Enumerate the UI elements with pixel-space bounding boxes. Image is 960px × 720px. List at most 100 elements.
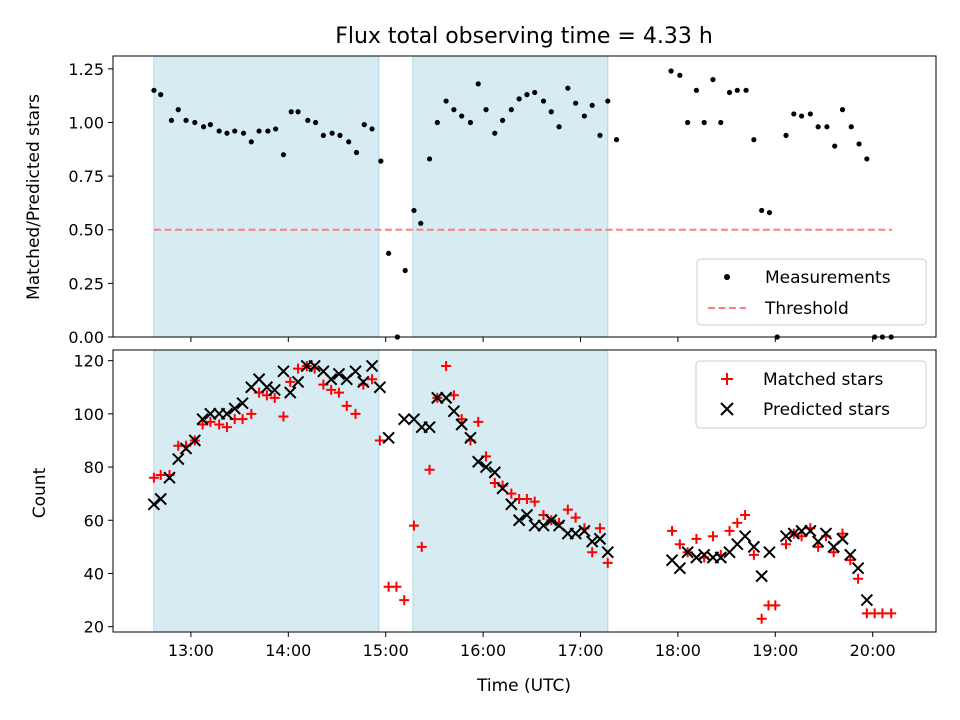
matched-point — [278, 411, 289, 422]
predicted-point — [398, 412, 411, 426]
predicted-point — [593, 532, 607, 546]
matched-point — [333, 387, 344, 398]
measurement-point — [693, 87, 700, 93]
matched-point — [562, 504, 573, 515]
predicted-point — [697, 548, 711, 562]
x-tick-label: 20:00 — [850, 641, 896, 660]
matched-point — [269, 392, 280, 403]
legend-matched-label: Matched stars — [763, 370, 883, 390]
x-tick-label: 17:00 — [557, 641, 603, 660]
measurement-point — [320, 132, 326, 138]
bottom-legend-frame — [695, 360, 927, 429]
predicted-point — [324, 373, 338, 386]
predicted-point — [787, 527, 801, 540]
x-tick-label: 18:00 — [655, 641, 701, 660]
matched-point — [424, 464, 435, 475]
measurement-point — [426, 156, 433, 162]
predicted-point — [373, 381, 387, 394]
matched-point — [221, 422, 232, 433]
predicted-point — [795, 524, 808, 538]
predicted-point — [528, 519, 541, 532]
matched-point — [587, 547, 598, 558]
predicted-point — [188, 434, 202, 447]
matched-point — [529, 496, 540, 507]
measurement-point — [766, 209, 773, 216]
matched-point — [886, 608, 897, 619]
measurement-point — [677, 72, 683, 78]
predicted-point — [439, 391, 453, 405]
measurement-point — [295, 109, 301, 115]
matched-point — [326, 384, 337, 395]
matched-point — [781, 539, 792, 550]
measurement-point — [668, 68, 674, 74]
predicted-point — [755, 569, 768, 583]
matched-point — [521, 493, 532, 504]
matched-point — [724, 525, 735, 536]
predicted-point — [512, 514, 526, 527]
measurement-point — [248, 139, 254, 145]
predicted-point — [601, 545, 614, 559]
predicted-point — [308, 359, 321, 373]
predicted-point — [236, 397, 249, 410]
predicted-point — [268, 383, 281, 397]
measurement-point — [743, 87, 749, 93]
matched-point — [197, 419, 208, 430]
measurement-point — [701, 119, 707, 126]
measurement-point — [685, 119, 691, 126]
predicted-point — [585, 535, 599, 548]
matched-point — [748, 549, 759, 560]
measurement-point — [759, 207, 765, 214]
x-tick-label: 15:00 — [363, 641, 409, 660]
matched-point — [408, 520, 419, 531]
predicted-point — [472, 455, 485, 468]
x-tick-label: 14:00 — [265, 641, 311, 660]
measurement-point — [192, 119, 198, 126]
bottom-legend: Matched stars Predicted stars — [695, 360, 927, 429]
predicted-point — [154, 492, 167, 506]
x-tick-label: 13:00 — [168, 641, 214, 660]
predicted-point — [196, 412, 209, 426]
top-panel-ratio: 0.00 0.25 0.50 0.75 1.00 1.25 — [68, 55, 937, 347]
top-legend: Measurements Threshold — [696, 258, 927, 326]
matched-point — [205, 416, 216, 427]
measurement-point — [848, 124, 854, 130]
legend-measurements-marker — [724, 274, 730, 280]
predicted-point — [260, 381, 274, 394]
predicted-point — [204, 407, 217, 421]
measurement-point — [581, 113, 587, 119]
matched-point — [837, 528, 848, 539]
matched-point — [155, 470, 166, 481]
predicted-point — [455, 418, 468, 431]
predicted-point — [220, 407, 234, 421]
shaded-region — [412, 55, 609, 338]
measurement-point — [337, 132, 343, 138]
measurement-point — [524, 92, 530, 98]
matched-point — [845, 555, 856, 566]
matched-point — [237, 414, 248, 425]
predicted-point — [545, 514, 558, 527]
predicted-point — [851, 561, 865, 575]
measurement-point — [411, 207, 417, 214]
predicted-point — [569, 527, 582, 540]
predicted-point — [690, 551, 703, 564]
y-tick-label: 1.25 — [68, 60, 104, 79]
measurement-point — [597, 132, 603, 138]
predicted-point — [763, 545, 776, 559]
measurement-point — [240, 130, 247, 136]
measurement-point — [329, 130, 335, 136]
measurement-point — [265, 128, 271, 134]
y-tick-label: 0.00 — [68, 328, 104, 347]
measurement-point — [791, 111, 797, 117]
x-tick-label: 16:00 — [460, 641, 506, 660]
predicted-point — [505, 498, 518, 511]
measurement-point — [183, 117, 189, 123]
measurement-point — [273, 126, 279, 132]
predicted-point — [464, 431, 477, 444]
measurement-point — [783, 132, 789, 138]
predicted-point — [423, 420, 436, 434]
measurement-point — [256, 128, 262, 134]
bottom-ylabel: Count — [30, 467, 50, 518]
legend-predicted-marker — [720, 402, 734, 416]
predicted-point — [349, 365, 362, 378]
measurement-point — [224, 130, 230, 136]
